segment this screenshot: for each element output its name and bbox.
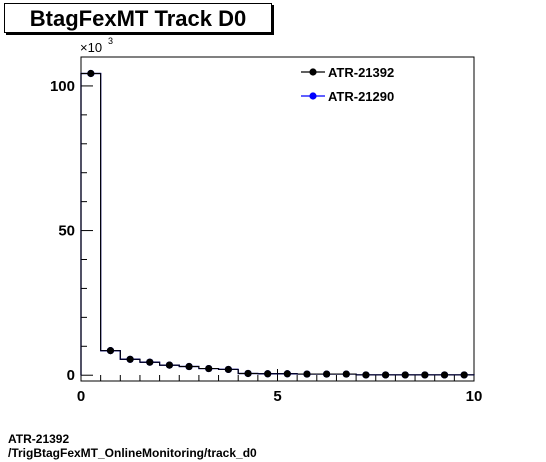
data-points — [81, 69, 474, 379]
plot-frame — [80, 56, 475, 382]
data-point — [224, 365, 232, 374]
x-tick-label: 0 — [77, 388, 85, 405]
data-point — [421, 371, 429, 379]
data-point — [342, 370, 350, 378]
legend-label-0: ATR-21392 — [328, 65, 394, 80]
y-multiplier-label: ×10 — [80, 40, 102, 55]
data-point — [264, 370, 272, 378]
plot-frame-rect — [80, 56, 475, 382]
chart-title: BtagFexMT Track D0 — [29, 6, 247, 31]
data-point — [244, 369, 252, 378]
x-axis-ticks — [80, 369, 475, 381]
data-point — [440, 371, 449, 379]
data-point — [146, 358, 154, 366]
data-point — [106, 347, 115, 355]
histogram-line-1 — [80, 72, 475, 376]
data-point — [401, 371, 409, 379]
data-point — [362, 371, 370, 379]
x-axis-tick-labels: 0 5 10 — [77, 388, 483, 405]
data-point — [323, 370, 331, 378]
histogram-series — [80, 72, 475, 376]
footer-run-label: ATR-21392 — [8, 432, 70, 446]
y-tick-label: 100 — [50, 78, 75, 95]
legend: ATR-21392 ATR-21290 — [301, 65, 394, 104]
legend-marker-1 — [309, 92, 317, 100]
data-point — [460, 371, 468, 379]
data-point — [303, 370, 311, 378]
y-tick-label: 50 — [58, 223, 75, 240]
data-point — [165, 361, 174, 369]
data-point — [283, 370, 291, 378]
x-tick-label: 10 — [466, 388, 483, 405]
data-point — [126, 355, 134, 363]
histogram-line-0 — [80, 72, 475, 376]
x-tick-label: 5 — [273, 388, 281, 405]
legend-marker-0 — [309, 68, 317, 76]
y-axis-tick-labels: 0 50 100 — [50, 78, 75, 384]
y-tick-label: 0 — [67, 367, 75, 384]
y-axis-multiplier: ×10 3 — [80, 36, 113, 55]
data-point — [87, 69, 95, 78]
y-multiplier-exponent: 3 — [108, 36, 113, 46]
data-point — [185, 362, 193, 371]
title-box: BtagFexMT Track D0 — [4, 3, 272, 33]
data-point — [381, 371, 390, 379]
data-point — [205, 364, 213, 373]
footer-path-label: /TrigBtagFexMT_OnlineMonitoring/track_d0 — [8, 446, 257, 460]
legend-label-1: ATR-21290 — [328, 89, 394, 104]
y-axis-ticks — [81, 56, 93, 376]
